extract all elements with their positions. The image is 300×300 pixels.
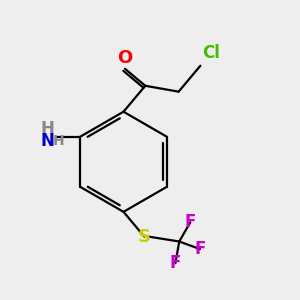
Text: F: F [184, 213, 196, 231]
Text: N: N [41, 132, 55, 150]
Text: O: O [117, 49, 133, 67]
Text: F: F [170, 254, 181, 272]
Text: H: H [52, 134, 64, 148]
Text: H: H [41, 120, 55, 138]
Text: Cl: Cl [202, 44, 220, 62]
Text: F: F [194, 240, 206, 258]
Text: S: S [138, 228, 151, 246]
